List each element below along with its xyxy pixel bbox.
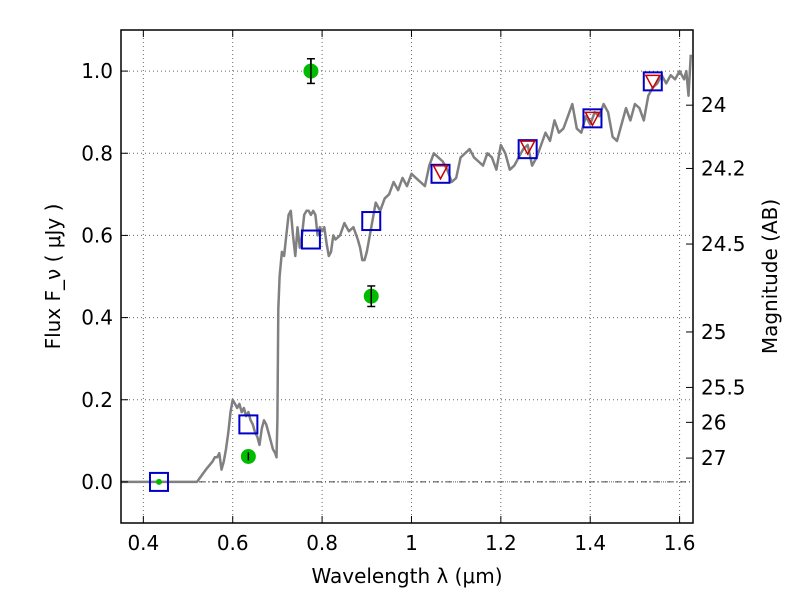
right-tick-label: 25 (701, 320, 726, 344)
plot-area (121, 54, 693, 492)
right-tick-label: 27 (701, 446, 726, 470)
blue-square-marker (300, 229, 321, 250)
right-tick-label: 24.5 (701, 232, 746, 256)
right-axis-title: Magnitude (AB) (758, 199, 782, 354)
green-circle-marker (155, 478, 162, 485)
x-tick-label: 1 (405, 531, 418, 555)
y-tick-label: 0.8 (81, 141, 113, 165)
blue-square-marker (361, 211, 382, 232)
x-tick-label: 1.6 (664, 531, 696, 555)
red-triangle-marker (519, 140, 536, 156)
blue-square-marker (430, 163, 451, 184)
red-triangle-marker (644, 74, 662, 90)
y-tick-label: 0.2 (81, 388, 113, 412)
data-markers (148, 58, 663, 492)
right-tick-label: 24 (701, 93, 726, 117)
right-axis: 24 24.2 24.5 25 25.5 26 27 (686, 93, 746, 470)
right-tick-label: 24.2 (701, 156, 746, 180)
blue-square-marker (238, 414, 259, 435)
blue-square-marker (148, 471, 169, 492)
grid-lines (121, 30, 693, 523)
blue-square-marker (582, 108, 603, 129)
y-axis: 0.0 0.2 0.4 0.6 0.8 1.0 (81, 59, 128, 494)
y-tick-label: 0.0 (81, 470, 113, 494)
x-axis: 0.4 0.6 0.8 1 1.2 1.4 1.6 (127, 30, 696, 555)
x-tick-label: 0.6 (217, 531, 249, 555)
right-tick-label: 26 (701, 410, 726, 434)
right-tick-label: 25.5 (701, 375, 746, 399)
plot-frame (120, 29, 694, 524)
x-tick-label: 0.4 (127, 531, 159, 555)
x-axis-title: Wavelength λ (μm) (311, 564, 502, 588)
model-spectrum-line (121, 54, 693, 484)
y-tick-label: 0.4 (81, 306, 113, 330)
y-tick-label: 1.0 (81, 59, 113, 83)
red-triangle-marker (432, 164, 449, 181)
x-tick-label: 1.4 (574, 531, 606, 555)
x-tick-label: 1.2 (485, 531, 517, 555)
x-tick-label: 0.8 (306, 531, 338, 555)
y-axis-title: Flux F_ν ( μJy ) (41, 204, 65, 350)
red-triangle-marker (584, 111, 601, 127)
blue-square-marker (517, 139, 538, 160)
blue-square-marker (642, 71, 663, 92)
y-tick-label: 0.6 (81, 223, 113, 247)
